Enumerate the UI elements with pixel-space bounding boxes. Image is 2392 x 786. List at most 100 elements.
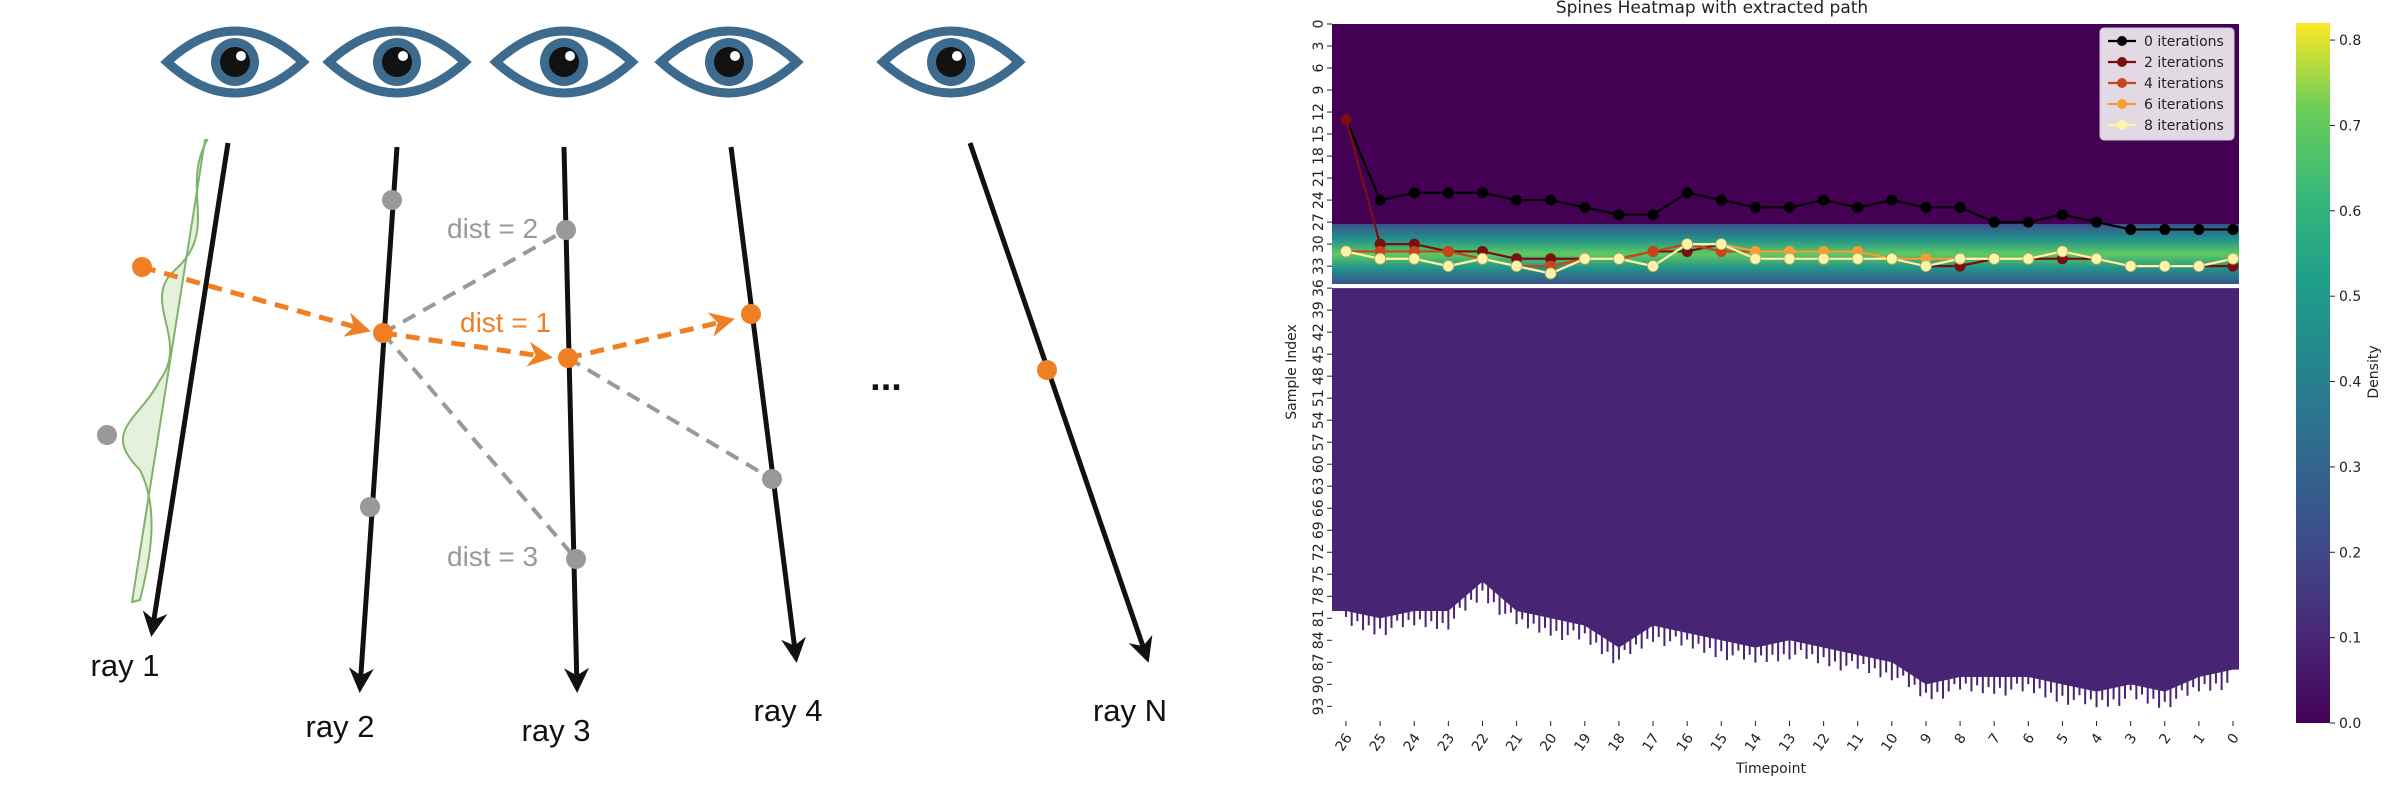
ray-1-label: ray 1 (91, 648, 160, 683)
eye-icon (322, 26, 472, 98)
y-axis: 0369121518212427303336394245485154576063… (1311, 20, 1332, 715)
series-point (1476, 252, 1489, 265)
ray-2-line (348, 146, 400, 693)
series-point (2124, 260, 2137, 273)
eye-icon (654, 26, 804, 98)
legend-marker (2117, 36, 2127, 46)
ray-1-line (142, 142, 231, 637)
colorbar-tick-label: 0.4 (2339, 375, 2361, 391)
series-point (1784, 201, 1795, 213)
series-point (1340, 113, 1352, 125)
series-point (1715, 238, 1728, 251)
series-point (1510, 260, 1523, 273)
y-tick-label: 84 (1311, 631, 1327, 649)
y-tick-label: 6 (1311, 63, 1327, 72)
x-tick-label: 19 (1571, 731, 1594, 755)
series-layer (1340, 113, 2239, 280)
colorbar-tick-label: 0.6 (2339, 204, 2361, 220)
y-tick-label: 81 (1311, 609, 1327, 627)
series-point (2227, 252, 2239, 265)
y-tick-label: 93 (1311, 697, 1327, 715)
legend-marker (2117, 99, 2127, 109)
x-tick-label: 4 (2088, 731, 2106, 748)
y-tick-label: 12 (1311, 103, 1327, 121)
series-point (2022, 252, 2035, 265)
x-tick-label: 2 (2156, 731, 2174, 747)
ray-4-label: ray 4 (754, 693, 823, 728)
series-point (1783, 252, 1796, 265)
ray-diagram: dist = 2 dist = 1 dist = 3 ... ray 1 ray… (91, 26, 1167, 748)
x-tick-label: 22 (1469, 731, 1492, 755)
y-tick-label: 66 (1311, 499, 1327, 517)
x-tick-label: 1 (2190, 731, 2208, 747)
y-tick-label: 75 (1311, 565, 1327, 583)
x-tick-label: 10 (1878, 731, 1901, 755)
y-tick-label: 87 (1311, 653, 1327, 671)
series-point (1442, 187, 1454, 199)
legend-marker (2117, 120, 2127, 130)
y-tick-label: 39 (1311, 301, 1327, 319)
dist-3-label: dist = 3 (447, 541, 538, 572)
density-curve (121, 139, 209, 604)
series-point (1749, 201, 1761, 213)
y-tick-label: 72 (1311, 543, 1327, 561)
series-point (1511, 194, 1523, 206)
y-tick-label: 42 (1311, 323, 1327, 341)
gray-point (97, 425, 117, 445)
series-point (1442, 245, 1454, 257)
x-tick-label: 17 (1640, 731, 1663, 755)
x-tick-label: 6 (2020, 731, 2038, 748)
y-tick-label: 63 (1311, 477, 1327, 495)
series-point (1954, 252, 1966, 265)
dist-3-connection (381, 331, 578, 561)
dist-2-connection (382, 228, 567, 335)
series-point (2159, 223, 2171, 235)
x-tick-label: 5 (2054, 731, 2072, 747)
x-tick-label: 0 (2225, 731, 2243, 747)
ray-n-label: ray N (1093, 693, 1167, 728)
series-point (1374, 252, 1387, 265)
gray-point (382, 190, 402, 210)
series-point (2056, 209, 2068, 221)
series-point (1818, 194, 1830, 206)
y-tick-label: 54 (1311, 411, 1327, 429)
legend-label: 2 iterations (2144, 55, 2224, 71)
y-tick-label: 15 (1311, 125, 1327, 143)
colorbar-label: Density (2366, 345, 2382, 398)
x-tick-label: 13 (1776, 731, 1799, 755)
series-point (2192, 260, 2205, 273)
x-tick-label: 25 (1367, 731, 1390, 755)
gray-point (566, 549, 586, 569)
legend-label: 4 iterations (2144, 76, 2224, 92)
series-point (1817, 252, 1830, 265)
x-tick-label: 24 (1401, 731, 1424, 755)
orange-path-1 (141, 264, 371, 337)
gray-point (762, 469, 782, 489)
series-point (1954, 201, 1966, 213)
orange-point (741, 304, 761, 324)
series-point (1885, 252, 1898, 265)
series-point (1988, 216, 2000, 228)
series-point (1613, 209, 1625, 221)
x-tick-label: 15 (1708, 731, 1731, 755)
series-point (1647, 245, 1659, 257)
x-tick-label: 3 (2122, 731, 2140, 747)
colorbar-tick-label: 0.2 (2339, 545, 2361, 561)
colorbar-tick-label: 0.8 (2339, 33, 2361, 49)
legend-marker (2117, 57, 2127, 67)
heatmap-chart: Spines Heatmap with extracted path 03691… (1284, 0, 2382, 777)
y-tick-label: 33 (1311, 257, 1327, 275)
legend: 0 iterations 2 iterations 4 iterations 6 it… (2099, 27, 2235, 141)
x-tick-label: 12 (1810, 731, 1833, 755)
y-tick-label: 36 (1311, 279, 1327, 297)
legend-label: 0 iterations (2144, 34, 2224, 50)
x-tick-label: 23 (1435, 731, 1458, 755)
y-tick-label: 60 (1311, 455, 1327, 473)
y-tick-label: 90 (1311, 675, 1327, 693)
series-point (1374, 194, 1386, 206)
orange-point (558, 348, 578, 368)
series-point (1545, 194, 1557, 206)
y-tick-label: 30 (1311, 235, 1327, 253)
series-point (1613, 252, 1625, 265)
